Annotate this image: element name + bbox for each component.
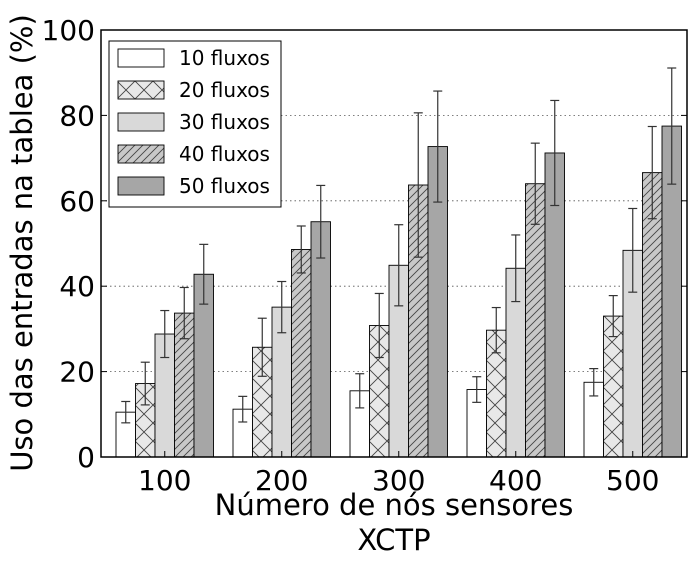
legend-label: 10 fluxos <box>179 46 270 70</box>
legend: 10 fluxos 20 fluxos 30 fluxos 40 fluxos 50 f… <box>108 40 282 208</box>
legend-label: 30 fluxos <box>179 110 270 134</box>
bar <box>291 249 312 458</box>
y-tick-label: 100 <box>42 14 95 47</box>
y-tick-label: 40 <box>59 270 95 303</box>
error-bars-group <box>121 67 677 424</box>
legend-label: 40 fluxos <box>179 142 270 166</box>
y-tick-label: 60 <box>59 185 95 218</box>
x-axis-sublabel: XCTP <box>357 523 430 557</box>
legend-swatch <box>117 48 165 68</box>
legend-swatch <box>117 144 165 164</box>
legend-swatch <box>117 176 165 196</box>
bar <box>603 315 624 458</box>
legend-label: 50 fluxos <box>179 174 270 198</box>
y-axis-ticks: 0 20 40 60 80 100 <box>42 14 687 474</box>
y-tick-label: 0 <box>77 441 95 474</box>
x-tick-label: 100 <box>138 464 191 497</box>
bars-group <box>115 125 682 458</box>
legend-swatch <box>117 80 165 100</box>
x-tick-label: 200 <box>255 464 308 497</box>
x-axis-ticks: 100 200 300 400 500 <box>138 451 659 497</box>
legend-swatch <box>117 112 165 132</box>
y-axis-label: Uso das entradas na tablea (%) <box>5 14 39 472</box>
x-tick-label: 300 <box>372 464 425 497</box>
y-tick-label: 20 <box>59 356 95 389</box>
plot-frame <box>100 29 688 458</box>
legend-label: 20 fluxos <box>179 78 270 102</box>
x-tick-label: 500 <box>606 464 659 497</box>
x-axis-label: Número de nós sensores <box>215 488 574 522</box>
y-tick-label: 80 <box>59 99 95 132</box>
x-tick-label: 400 <box>489 464 542 497</box>
